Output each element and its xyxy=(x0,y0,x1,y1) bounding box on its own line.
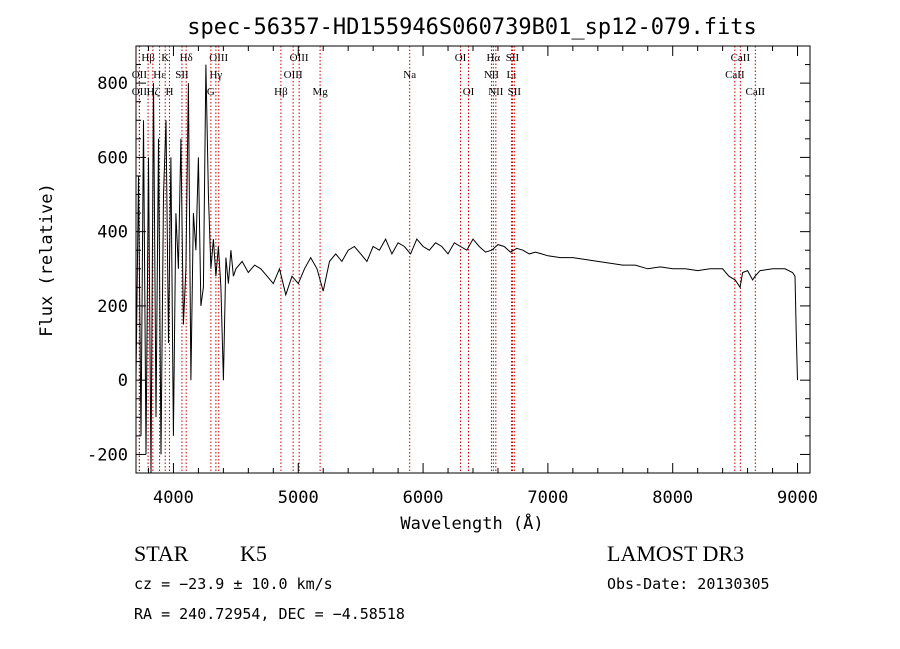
spectral-line-label: Hα xyxy=(486,52,500,64)
y-axis: -200 0 200 400 600 800 xyxy=(87,64,810,465)
spectral-line-label: Li xyxy=(507,69,517,81)
spectral-line-label: G xyxy=(207,86,215,98)
x-axis-label: Wavelength (Å) xyxy=(400,512,543,534)
spectral-line-label: Hε xyxy=(153,69,166,81)
spectral-line-label: CaII xyxy=(725,69,745,81)
y-tick-label: -200 xyxy=(87,445,128,465)
x-tick-label: 5000 xyxy=(278,488,319,508)
y-tick-label: 800 xyxy=(97,74,128,94)
spectral-line-label: Hδ xyxy=(180,52,193,64)
coordinates: RA = 240.72954, DEC = −4.58518 xyxy=(134,605,405,623)
redshift-cz: cz = −23.9 ± 10.0 km/s xyxy=(134,575,333,593)
spectral-line-label: OI xyxy=(463,86,475,98)
spectral-line-label: OIII xyxy=(284,69,303,81)
spectral-line-label: H xyxy=(165,86,173,98)
spectral-line-label: NII xyxy=(484,69,500,81)
spectral-line-label: CaII xyxy=(746,86,766,98)
y-axis-label: Flux (relative) xyxy=(37,183,57,337)
spectral-line-label: Mg xyxy=(312,86,328,98)
spectral-line-label: SII xyxy=(508,86,522,98)
survey-name: LAMOST DR3 xyxy=(607,541,744,566)
obs-date: Obs-Date: 20130305 xyxy=(607,575,770,593)
x-tick-label: 7000 xyxy=(527,488,568,508)
x-tick-label: 9000 xyxy=(777,488,818,508)
spectral-line-label: OI xyxy=(455,52,467,64)
spectral-line-label: OIII xyxy=(290,52,309,64)
spectral-line-label: CaII xyxy=(731,52,751,64)
spectral-line-label: SII xyxy=(175,69,189,81)
spectral-line-label: OIII xyxy=(209,52,228,64)
x-axis: 4000 5000 6000 7000 8000 9000 xyxy=(147,46,818,508)
spectral-line-label: NII xyxy=(488,86,504,98)
object-type: STAR xyxy=(134,541,189,566)
y-tick-label: 600 xyxy=(97,148,128,168)
x-tick-label: 4000 xyxy=(153,488,194,508)
spectral-line-label: OII xyxy=(132,86,148,98)
chart-title: spec-56357-HD155946S060739B01_sp12-079.f… xyxy=(187,15,757,40)
spectral-line-label: Hγ xyxy=(209,69,222,81)
y-tick-label: 400 xyxy=(97,223,128,243)
y-tick-label: 0 xyxy=(118,371,128,391)
spectral-line-label: Hβ xyxy=(141,52,155,64)
plot-frame xyxy=(135,45,811,474)
spectral-line-label: K xyxy=(161,52,169,64)
line-markers: HβOIIIOIIIMgNaOIOIHαNIINIISIILiSIICaIICa… xyxy=(132,46,766,473)
x-tick-label: 8000 xyxy=(652,488,693,508)
y-tick-label: 200 xyxy=(97,297,128,317)
object-subclass: K5 xyxy=(240,541,267,566)
spectral-line-label: Na xyxy=(403,69,416,81)
flux-series-line xyxy=(135,64,798,474)
spectral-line-label: Hβ xyxy=(274,86,288,98)
spectral-line-label: SII xyxy=(506,52,520,64)
x-tick-label: 6000 xyxy=(403,488,444,508)
